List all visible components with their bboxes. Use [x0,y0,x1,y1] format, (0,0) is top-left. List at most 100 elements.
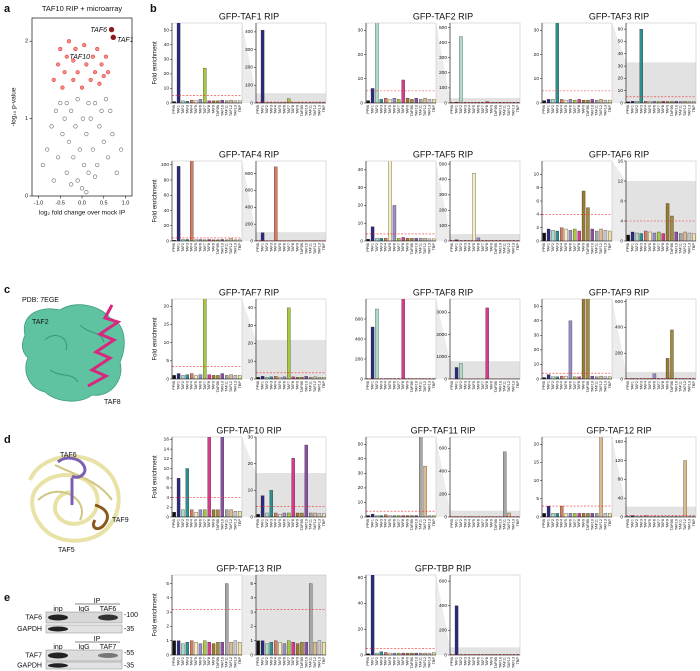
y-tick-label: 20 [358,485,364,491]
x-tick-label: TBP [692,381,696,389]
y-tick-label: 50 [164,28,170,34]
bar [313,641,317,655]
x-tick-label: TAF13 [687,381,691,392]
x-tick-label: TAF11 [419,243,423,254]
bar [282,512,287,517]
x-tick-label: TAF7 [657,105,661,114]
bar [190,161,194,241]
point [84,190,89,195]
bar [586,99,590,103]
zoom-connector [242,575,256,655]
y-tick-label: 0 [444,100,447,106]
bar [260,232,265,241]
bar [679,101,683,103]
x-tick-label: TBP [238,519,242,527]
x-tick-label: TAF3 [639,519,643,528]
bar [590,375,594,379]
bar [366,515,370,517]
x-tick-label: TAF3 [639,105,643,114]
bar [603,513,608,517]
zoom-connector [242,161,256,241]
x-tick-label: TAF7 [481,519,485,528]
y-tick-label: 15 [164,322,170,328]
x-tick-label: TAF11 [419,105,423,116]
x-tick-label: TAF9 [582,381,586,390]
y-tick-label: 600 [355,316,363,322]
bar [577,513,581,517]
bar [603,376,608,379]
y-tick-label: 30 [248,323,254,329]
plot-area [542,23,612,103]
bar [225,509,229,517]
bar [657,101,661,103]
bar [282,376,287,379]
bar [282,643,287,655]
y-tick-label: 500 [439,25,447,31]
x-tick-label: TAF5 [278,519,282,528]
blot-label: TAF7 [25,652,42,659]
x-tick-label: TAF3 [463,381,467,390]
bar [220,641,224,655]
x-tick-label: TAF5 [564,381,568,390]
x-tick-label: TAF11 [679,519,683,530]
x-tick-label: TAF2 [635,105,639,114]
bar [560,375,564,379]
bar [198,99,203,103]
x-tick-label: TAF5 [564,105,568,114]
x-tick-label: TBP [322,519,326,527]
x-tick-label: TAF13 [511,105,515,116]
x-tick-label: TAF12 [507,519,511,530]
lane-label: IgG [78,606,89,613]
bar [661,101,665,103]
x-tick-label: TAF2 [375,657,379,666]
x-tick-label: TAF3 [185,657,189,666]
bar [207,100,211,103]
y-tick-label: 5 [536,496,539,502]
x-tick-label: TAF8 [291,519,295,528]
bar [427,238,432,241]
bar [427,99,432,103]
point [119,147,124,152]
x-tick-label: TAF8 [207,519,211,528]
x-tick-label: TAF13 [317,519,321,530]
y-tick-label: 0 [250,100,253,106]
y-tick-label: 40 [358,167,364,173]
y-tick-label: 20 [534,347,540,353]
x-tick-label: TAF11 [503,105,507,116]
x-tick-label: TAF5 [472,105,476,114]
x-tick-label: TAF12 [599,105,603,116]
y-tick-label: 40 [164,208,170,214]
y-tick-label: 16 [164,437,170,443]
x-tick-label: TAF1 [631,519,635,528]
plot-area [542,299,612,379]
bar [603,99,608,103]
x-tick-label: TAF2 [181,105,185,114]
bar [432,515,436,517]
x-tick-label: TAF13 [603,243,607,254]
x-tick-label: TAF13 [427,657,431,668]
x-tick-label: TAF2 [635,519,639,528]
x-tick-label: TAF5 [194,519,198,528]
bar [211,643,216,655]
y-tick-label: 10 [534,76,540,82]
bar [181,643,185,655]
bar [256,514,260,517]
x-tick-label: TAF8 [207,243,211,252]
y-tick-label: 20 [534,442,540,448]
x-tick-label: TAF11 [503,381,507,392]
x-tick-label: TAF10 [414,657,418,668]
bar [185,468,189,517]
x-tick-label: TAF8 [291,381,295,390]
x-tick-label: TAF3 [185,519,189,528]
bar [322,513,326,517]
x-tick-label: TAF1 [455,657,459,666]
x-tick-label: TAF11 [679,243,683,254]
x-tick-label: TAF7 [481,243,485,252]
bar [190,640,194,655]
y-tick-label: 400 [355,336,363,342]
x-tick-label: TAF5 [648,519,652,528]
bar [225,375,229,379]
x-tick-label: TAF4 [468,657,472,666]
point [55,155,61,160]
